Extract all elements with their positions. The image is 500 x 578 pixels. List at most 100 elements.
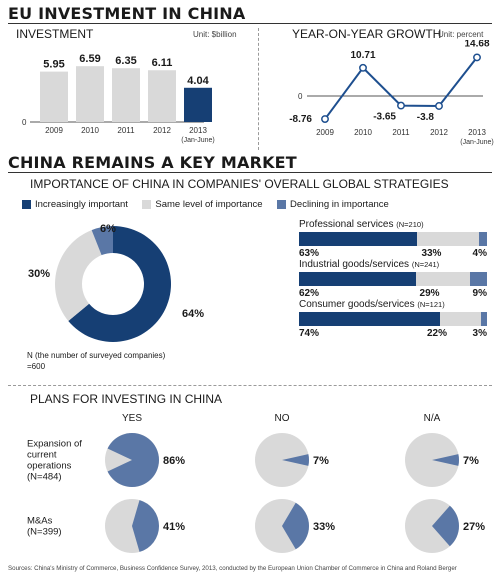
row-label: (N=484) [27, 472, 62, 483]
x-tick-label: 2009 [45, 126, 63, 135]
pie-slice [432, 505, 460, 547]
stacked-bar-value-label: 63% [299, 248, 320, 259]
legend-same: Same level of importance [142, 199, 263, 210]
stacked-bar-segment [299, 272, 416, 286]
stacked-bar [299, 272, 487, 286]
survey-note-line1: N (the number of surveyed companies) [27, 351, 166, 360]
growth-line-chart: 0 -8.76 2009 10.71 2010-3.65 2011 -3.8 2012 14.6… [289, 40, 494, 146]
donut-value-label: 6% [100, 223, 116, 235]
stacked-bar-group: Industrial goods/services (N=241) 62% 29% 9… [299, 259, 487, 300]
x-tick-label: 2010 [354, 128, 372, 137]
stacked-bar-segment [479, 232, 487, 246]
data-point [397, 101, 405, 110]
stacked-bar-value-label: 22% [427, 328, 448, 339]
stacked-bar-value-label: 3% [472, 328, 487, 339]
stacked-bar-value-label: 62% [299, 288, 320, 299]
stacked-bar-segment [481, 312, 487, 326]
legend-label: Same level of importance [155, 199, 263, 210]
investment-chart-unit: Unit: $billion [193, 30, 237, 39]
stacked-bar-name: Professional services [299, 219, 397, 230]
bar-value-label: 6.35 [115, 55, 136, 67]
survey-note: N (the number of surveyed companies) =60… [27, 350, 165, 372]
stacked-bar-segment [439, 312, 482, 326]
investment-bar-chart: 0 5.95 2009 6.59 2010 6.35 2011 6.11 2012 4.04 201… [22, 53, 215, 144]
bar-2009 [40, 71, 68, 122]
pie-value-label: 86% [163, 455, 185, 467]
survey-note-line2: =600 [27, 362, 46, 371]
stacked-bar-title: Consumer goods/services (N=121) [299, 299, 487, 312]
column-header: YES [122, 413, 142, 424]
stacked-bar-segment [299, 312, 440, 326]
pie-value-label: 7% [313, 455, 329, 467]
stacked-bar-segment [299, 232, 418, 246]
row-label: operations [27, 461, 72, 472]
stacked-bar-value-label: 4% [472, 248, 487, 259]
stacked-bar-title: Professional services (N=210) [299, 219, 487, 232]
main-title: EU INVESTMENT IN CHINA [8, 4, 246, 23]
stacked-bar-group: Professional services (N=210) 63% 33% 4% [299, 219, 487, 260]
pie-slice [107, 433, 160, 487]
legend-label: Declining in importance [290, 199, 389, 210]
investment-chart-title: INVESTMENT [16, 27, 94, 41]
stacked-bar-value-label: 33% [421, 248, 442, 259]
pie-value-label: 7% [463, 455, 479, 467]
data-point [321, 115, 329, 123]
growth-line [324, 56, 478, 120]
stacked-bar-name: Industrial goods/services [299, 259, 412, 270]
column-header: N/A [424, 413, 441, 424]
bar-value-label: 5.95 [43, 59, 64, 71]
x-tick-label: 2013 [189, 126, 207, 135]
donut-value-label: 64% [182, 308, 204, 320]
x-tick-label: 2009 [316, 128, 334, 137]
row-label: (N=399) [27, 527, 62, 538]
point-value-label: -3.8 [417, 112, 435, 123]
stacked-bar-value-label: 74% [299, 328, 320, 339]
x-tick-label: 2011 [117, 126, 135, 135]
stacked-bar-n: (N=241) [411, 260, 440, 269]
pie-slice [432, 454, 460, 466]
stacked-bar [299, 312, 487, 326]
point-value-label: -8.76 [289, 114, 312, 125]
bar-2012 [148, 70, 176, 122]
bar-value-label: 6.11 [152, 57, 173, 69]
title-rule [8, 23, 492, 24]
importance-donut-chart: 64% 30% 6% [28, 223, 204, 342]
point-value-label: 14.68 [464, 40, 489, 49]
importance-legend: Increasingly important Same level of imp… [22, 196, 399, 214]
legend-declining: Declining in importance [277, 199, 389, 210]
column-header: NO [275, 413, 290, 424]
point-value-label: -3.65 [373, 112, 396, 123]
stacked-bar-n: (N=210) [396, 220, 424, 229]
x-tick-note: (Jan-June) [181, 137, 214, 144]
donut-slice [91, 226, 113, 256]
x-tick-label: 2013 [468, 128, 486, 137]
row-label: Expansion of [27, 439, 82, 450]
legend-swatch [22, 200, 31, 209]
x-tick-label: 2011 [392, 128, 410, 137]
y-zero-label: 0 [298, 92, 303, 101]
section2-rule [8, 172, 492, 173]
stacked-bar-value-label: 9% [472, 288, 487, 299]
bar-2010 [76, 66, 104, 122]
pie-value-label: 33% [313, 521, 335, 533]
x-tick-note: (Jan-June) [460, 139, 493, 146]
plans-title: PLANS FOR INVESTING IN CHINA [30, 392, 223, 406]
legend-increasingly: Increasingly important [22, 199, 128, 210]
bar-2011 [112, 68, 140, 122]
row-label: current [27, 450, 57, 461]
stacked-bar-group: Consumer goods/services (N=121) 74% 22% 3% [299, 299, 487, 340]
point-value-label: 10.71 [350, 50, 375, 61]
stacked-bar-title: Industrial goods/services (N=241) [299, 259, 487, 272]
stacked-bar-labels: 63% 33% 4% [299, 246, 487, 260]
section1-divider [258, 28, 259, 150]
stacked-bar [299, 232, 487, 246]
growth-chart-unit: Unit: percent [438, 30, 484, 39]
data-point [359, 63, 367, 72]
row-label: M&As [27, 516, 53, 527]
importance-title: IMPORTANCE OF CHINA IN COMPANIES' OVERAL… [30, 177, 449, 191]
stacked-bar-value-label: 29% [419, 288, 440, 299]
legend-swatch [277, 200, 287, 209]
stacked-bar-n: (N=121) [417, 300, 445, 309]
stacked-bar-segment [415, 272, 471, 286]
